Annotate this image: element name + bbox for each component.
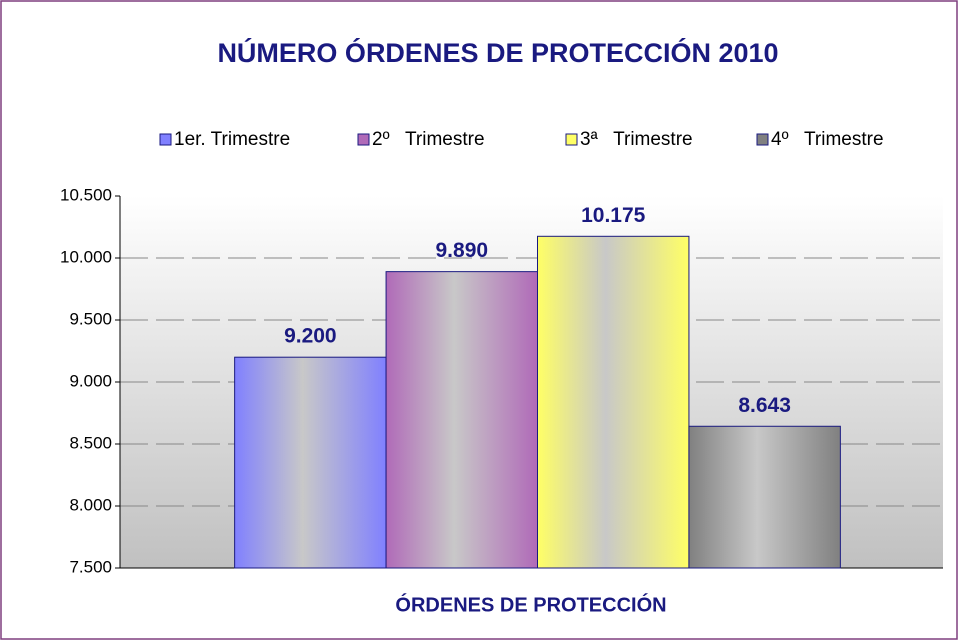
y-tick-label: 8.000	[69, 495, 112, 514]
y-tick-label: 9.500	[69, 309, 112, 328]
legend-label: 3ª Trimestre	[580, 129, 693, 150]
chart-title: NÚMERO ÓRDENES DE PROTECCIÓN 2010	[217, 37, 778, 68]
legend-swatch	[756, 133, 769, 146]
value-label: 9.200	[284, 325, 337, 348]
bar	[385, 271, 538, 569]
value-label: 9.890	[436, 239, 489, 262]
bar	[234, 356, 387, 569]
legend-label: 1er. Trimestre	[174, 129, 290, 150]
y-tick-label: 9.000	[69, 371, 112, 390]
value-label: 8.643	[738, 394, 791, 417]
bar	[688, 425, 841, 569]
legend-swatch	[565, 133, 578, 146]
y-tick-label: 7.500	[69, 557, 112, 576]
y-tick-label: 10.500	[60, 185, 112, 204]
legend-label: 4º Trimestre	[771, 129, 884, 150]
value-label: 10.175	[581, 204, 646, 227]
bar	[537, 235, 690, 569]
y-tick-label: 8.500	[69, 433, 112, 452]
x-axis-label: ÓRDENES DE PROTECCIÓN	[395, 592, 666, 616]
legend-swatch	[357, 133, 370, 146]
legend-label: 2º Trimestre	[372, 129, 485, 150]
y-tick-label: 10.000	[60, 247, 112, 266]
legend-swatch	[159, 133, 172, 146]
